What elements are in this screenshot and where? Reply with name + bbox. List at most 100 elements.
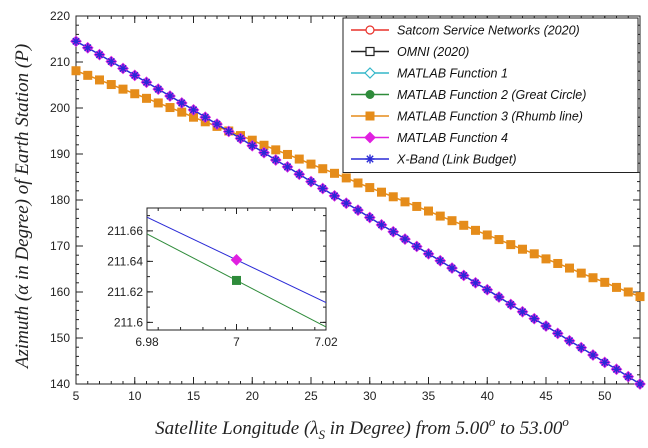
asterisk-stroke — [84, 44, 92, 52]
data-point-x-band — [435, 256, 445, 266]
inset-plot: 6.98 7 7.02 211.6 211.62 211.64 211.66 — [89, 204, 338, 354]
data-point-rhumb-line — [506, 240, 516, 250]
y-tick-label: 200 — [50, 101, 70, 115]
data-point-rhumb-line — [318, 164, 328, 174]
asterisk-stroke — [389, 228, 397, 236]
legend-label: MATLAB Function 4 — [397, 131, 508, 145]
data-point-rhumb-line — [412, 201, 422, 211]
asterisk-stroke — [565, 337, 574, 345]
data-point-rhumb-line — [459, 220, 469, 230]
asterisk-stroke — [319, 184, 327, 193]
data-point-x-band — [259, 148, 269, 158]
data-point-rhumb-line — [71, 66, 81, 76]
x-axis-title-part: Satellite Longitude ( — [155, 418, 312, 439]
data-point-x-band — [424, 249, 433, 259]
data-point-rhumb-line — [165, 103, 175, 113]
data-point-x-band — [412, 241, 422, 251]
asterisk-stroke — [201, 113, 209, 121]
data-point-x-band — [353, 205, 363, 215]
asterisk-stroke — [413, 242, 421, 251]
legend-marker — [365, 154, 375, 164]
asterisk-stroke — [601, 358, 609, 367]
data-point-rhumb-line — [177, 107, 187, 117]
y-axis-title: Azimuth (α in Degree) of Earth Station (… — [12, 44, 33, 370]
data-point-rhumb-line — [435, 211, 445, 221]
x-axis-title: Satellite Longitude (λS in Degree) from … — [155, 414, 569, 442]
data-point-x-band — [224, 126, 234, 136]
asterisk-stroke — [366, 155, 374, 163]
data-point-rhumb-line — [576, 268, 586, 278]
data-point-rhumb-line — [306, 159, 316, 169]
asterisk-stroke — [354, 206, 362, 214]
asterisk-stroke — [424, 250, 433, 258]
inset-y-tick-label: 211.62 — [107, 285, 143, 299]
asterisk-stroke — [107, 57, 115, 66]
x-axis-title-part: to 53.00 — [495, 418, 563, 439]
data-point-x-band — [341, 198, 351, 208]
data-point-rhumb-line — [153, 98, 163, 108]
data-point-x-band — [177, 98, 187, 108]
legend-marker — [365, 90, 375, 99]
data-point-rhumb-line — [95, 75, 104, 85]
data-point-x-band — [306, 177, 316, 187]
data-point-rhumb-line — [471, 225, 480, 235]
data-point-x-band — [565, 336, 574, 346]
data-point-rhumb-line — [447, 216, 457, 226]
asterisk-stroke — [330, 192, 339, 200]
inset-y-tick-label: 211.6 — [114, 315, 143, 329]
x-axis-title-part: λ — [309, 418, 318, 439]
asterisk-stroke — [530, 314, 538, 323]
asterisk-stroke — [95, 50, 104, 59]
legend-box — [342, 17, 639, 173]
data-point-rhumb-line — [612, 282, 621, 292]
data-point-x-band — [95, 50, 104, 60]
y-tick-label: 210 — [50, 55, 70, 69]
data-point-x-band — [200, 112, 210, 122]
data-point-x-band — [330, 191, 339, 201]
legend-label: MATLAB Function 2 (Great Circle) — [397, 88, 586, 102]
legend-marker — [364, 67, 376, 79]
asterisk-stroke — [448, 264, 456, 272]
legend-label: MATLAB Function 1 — [397, 67, 508, 81]
asterisk-stroke — [295, 170, 303, 178]
data-point-rhumb-line — [623, 287, 633, 297]
x-tick-label: 25 — [304, 389, 318, 403]
legend-label: Satcom Service Networks (2020) — [397, 24, 580, 38]
asterisk-stroke — [260, 148, 268, 157]
data-point-x-band — [518, 307, 527, 317]
asterisk-stroke — [624, 372, 632, 381]
x-tick-label: 5 — [73, 389, 80, 403]
data-point-rhumb-line — [494, 235, 504, 245]
asterisk-stroke — [495, 293, 503, 301]
data-point-rhumb-line — [271, 145, 281, 155]
data-point-rhumb-line — [283, 149, 292, 159]
asterisk-stroke — [72, 37, 80, 45]
data-point-rhumb-line — [600, 277, 610, 287]
legend-marker — [365, 111, 375, 121]
data-point-rhumb-line — [106, 80, 116, 90]
data-point-rhumb-line — [341, 173, 351, 183]
legend-marker — [365, 46, 375, 57]
inset-y-tick-label: 211.66 — [107, 224, 143, 238]
asterisk-stroke — [483, 286, 491, 294]
y-tick-label: 180 — [50, 193, 70, 207]
asterisk-stroke — [236, 134, 245, 143]
asterisk-stroke — [225, 127, 233, 136]
x-tick-label: 45 — [539, 389, 553, 403]
data-point-x-band — [388, 227, 398, 237]
data-point-x-band — [541, 321, 551, 331]
y-tick-label: 170 — [50, 239, 70, 253]
data-point-rhumb-line — [482, 230, 492, 240]
x-axis-title-part: in Degree) from 5.00 — [325, 418, 489, 439]
data-point-x-band — [118, 63, 128, 73]
data-point-rhumb-line — [635, 292, 645, 302]
data-point-x-band — [447, 263, 457, 273]
data-point-x-band — [247, 141, 257, 151]
data-point-x-band — [459, 270, 469, 280]
asterisk-stroke — [471, 279, 480, 287]
asterisk-stroke — [131, 71, 139, 80]
asterisk-stroke — [307, 177, 315, 186]
data-point-x-band — [83, 43, 93, 53]
legend-label: OMNI (2020) — [397, 45, 469, 59]
